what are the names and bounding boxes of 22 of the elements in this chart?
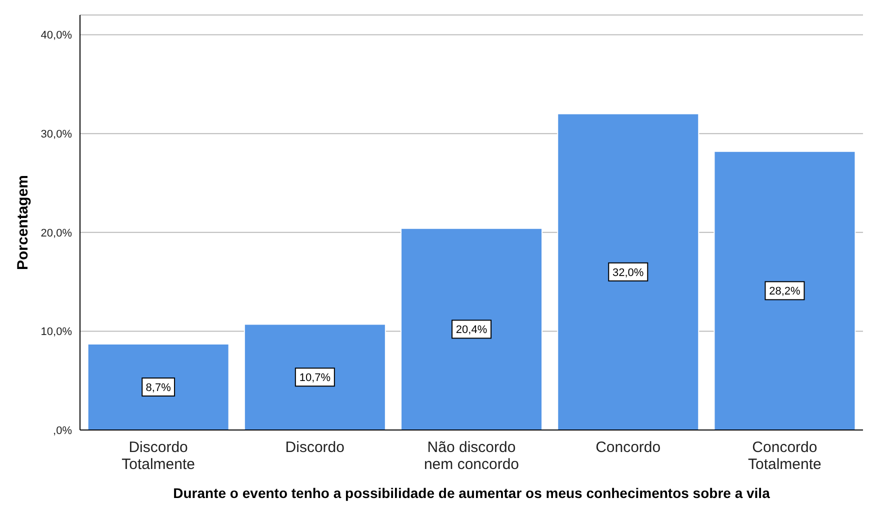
x-tick-label: Discordo xyxy=(285,439,344,456)
x-axis-title: Durante o evento tenho a possibilidade de aumentar os meus conhecimentos sobre a vila xyxy=(173,485,770,501)
data-label: 8,7% xyxy=(146,382,172,394)
data-label: 20,4% xyxy=(456,324,488,336)
x-tick-label: Concordo xyxy=(596,439,661,456)
data-label: 10,7% xyxy=(299,372,331,384)
y-tick-label: 40,0% xyxy=(40,30,72,42)
bar xyxy=(714,150,856,430)
x-tick-label: Concordo Totalmente xyxy=(748,439,822,473)
y-axis-title: Porcentagem xyxy=(14,174,32,270)
x-tick-label: Não discordo nem concordo xyxy=(424,439,520,473)
bar xyxy=(244,324,386,430)
y-tick-label: 10,0% xyxy=(40,326,72,338)
y-tick-label: 30,0% xyxy=(40,128,72,140)
y-tick-label: ,0% xyxy=(53,424,72,437)
data-label: 32,0% xyxy=(612,266,644,279)
x-tick-label: Discordo Totalmente xyxy=(122,439,195,473)
y-tick-label: 20,0% xyxy=(40,227,72,240)
data-label: 28,2% xyxy=(769,286,801,298)
bar xyxy=(557,113,700,430)
bar xyxy=(87,344,230,430)
bar xyxy=(400,228,543,430)
